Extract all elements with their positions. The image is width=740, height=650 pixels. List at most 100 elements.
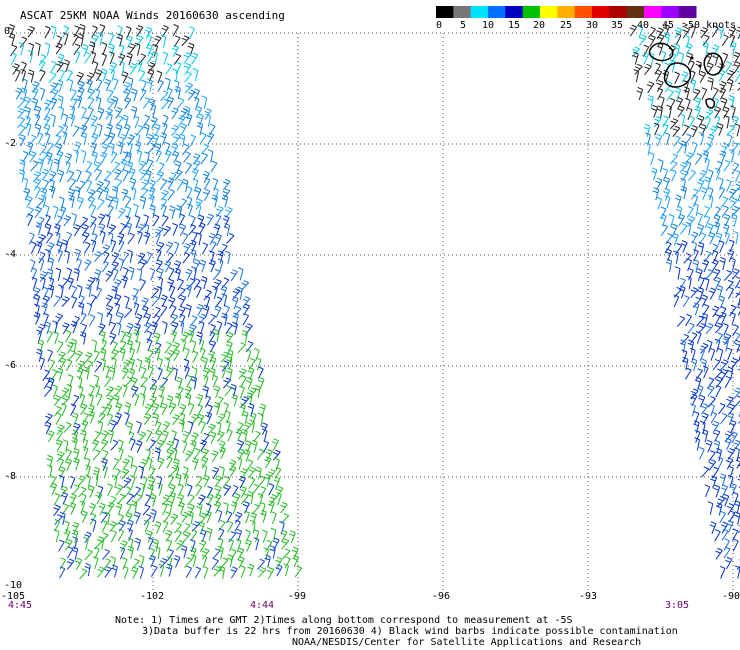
wind-barb (257, 366, 264, 380)
wind-barb (156, 248, 162, 262)
wind-barb (120, 540, 128, 552)
wind-barb (189, 26, 195, 39)
wind-barb (70, 320, 78, 334)
wind-barb (190, 52, 199, 65)
wind-barb (705, 116, 712, 130)
wind-barb (709, 521, 717, 535)
wind-barb (182, 252, 190, 264)
wind-barb (79, 393, 86, 407)
wind-barb (137, 223, 146, 235)
wind-barb (688, 267, 694, 281)
wind-barb (80, 149, 87, 164)
wind-barb (695, 153, 703, 165)
wind-barb (58, 106, 65, 120)
wind-barb (240, 468, 248, 480)
wind-barb (111, 564, 118, 578)
wind-barb (99, 330, 106, 344)
wind-barb (213, 401, 221, 416)
wind-barb (729, 304, 737, 317)
wind-barb (143, 214, 149, 228)
wind-barb (264, 456, 272, 469)
wind-barb (130, 187, 137, 201)
wind-barb (158, 563, 165, 577)
wind-barb (100, 439, 109, 451)
wind-barb (90, 51, 97, 65)
wind-barb (91, 34, 100, 47)
wind-barb (187, 494, 195, 506)
wind-barb (178, 320, 185, 334)
wind-barb (735, 286, 740, 298)
wind-barb (697, 179, 705, 192)
wind-barb (173, 241, 180, 255)
wind-barb (149, 267, 156, 281)
wind-barb (34, 123, 42, 137)
wind-barb (225, 250, 231, 264)
wind-barb (690, 332, 698, 344)
wind-barb (728, 510, 736, 523)
wind-barb (45, 231, 54, 244)
wind-barb (688, 169, 696, 181)
wind-barb (729, 482, 737, 496)
wind-barb (71, 484, 80, 496)
wind-barb (157, 367, 163, 380)
wind-barb (149, 204, 156, 218)
wind-barb (170, 330, 178, 343)
wind-barb (169, 402, 177, 415)
wind-barb (91, 151, 98, 165)
wind-barb (642, 51, 650, 65)
x-axis-label: -93 (579, 591, 598, 602)
wind-barb (663, 176, 671, 190)
wind-barb (125, 502, 132, 516)
wind-barb (80, 510, 88, 523)
wind-barb (196, 232, 202, 246)
wind-barb (185, 565, 193, 579)
wind-barb (124, 195, 132, 208)
wind-barb (126, 52, 133, 66)
wind-barb (257, 493, 264, 507)
wind-barb (698, 70, 707, 83)
wind-barb (715, 384, 722, 398)
wind-barb (706, 223, 714, 236)
wind-barb (191, 457, 199, 471)
wind-barb (183, 151, 191, 163)
wind-barb (148, 179, 156, 192)
wind-barb (165, 241, 174, 254)
wind-barb (144, 26, 153, 39)
wind-barb (683, 86, 690, 100)
wind-barb (25, 116, 31, 129)
wind-barb (697, 212, 703, 226)
wind-barb (284, 556, 291, 569)
wind-barb (145, 169, 152, 183)
wind-barb (105, 386, 115, 397)
wind-barb (64, 152, 73, 166)
wind-barb (185, 304, 192, 318)
wind-barb (81, 106, 87, 120)
wind-barb (76, 71, 84, 84)
wind-barb (233, 306, 242, 318)
wind-barb (664, 80, 673, 93)
wind-barb (93, 251, 103, 263)
wind-barb (247, 402, 255, 417)
wind-barb (88, 314, 96, 327)
wind-barb (94, 88, 101, 102)
wind-barb (697, 223, 705, 237)
wind-barb (56, 150, 64, 163)
wind-barb (47, 430, 55, 443)
wind-barb (121, 275, 128, 289)
wind-barb (714, 322, 724, 334)
wind-barb (687, 339, 694, 353)
wind-barb (647, 94, 654, 109)
wind-barb (702, 150, 709, 164)
wind-barb (677, 315, 686, 327)
wind-barb (134, 537, 141, 551)
wind-barb (143, 413, 152, 425)
wind-barb (253, 537, 260, 551)
wind-barb (66, 546, 74, 559)
wind-barb (101, 339, 107, 352)
wind-barb (66, 558, 75, 570)
wind-barb (269, 494, 278, 506)
wind-barb (167, 188, 175, 201)
wind-barb (717, 25, 724, 39)
wind-barb (693, 202, 699, 217)
wind-barb (223, 222, 231, 237)
